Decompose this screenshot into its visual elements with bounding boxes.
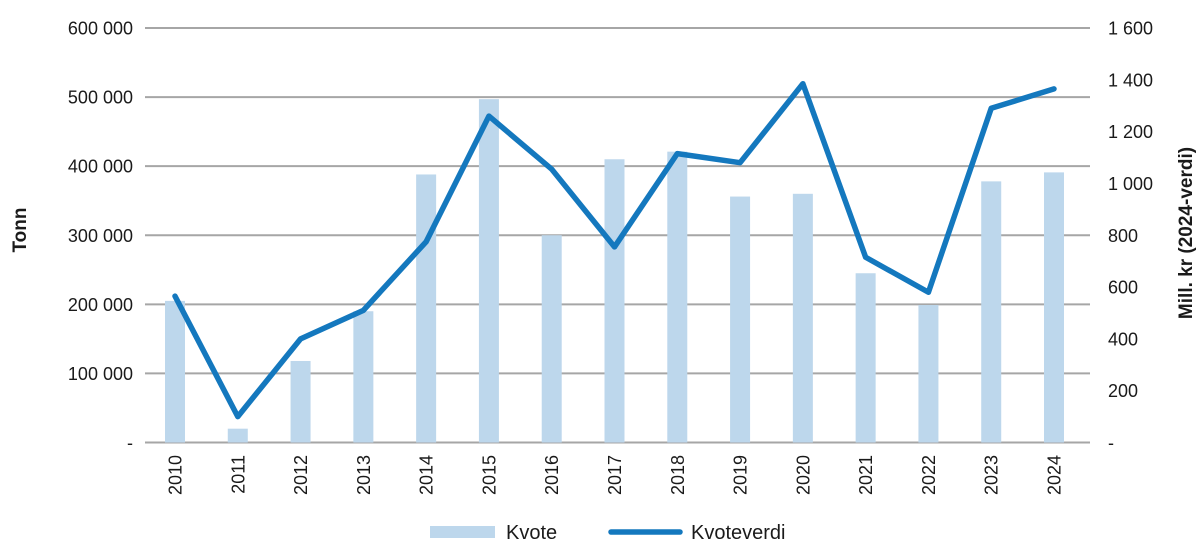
x-label-2011: 2011 [228,455,248,494]
bar-2013 [353,311,374,443]
kvote-bars [165,99,1064,443]
bar-2016 [541,235,562,443]
left-tick-label: 100 000 [68,364,133,384]
right-tick-label: 1 000 [1108,174,1153,194]
x-label-2014: 2014 [417,455,437,495]
right-tick-label: 1 200 [1108,122,1153,142]
x-label-2018: 2018 [668,455,688,495]
bar-2024 [1044,172,1064,443]
x-label-2012: 2012 [291,455,311,495]
bar-2010 [165,300,185,443]
kvoteverdi-polyline [172,80,1057,420]
bar-2023 [981,181,1002,443]
right-tick-label: 1 400 [1108,70,1153,90]
legend: Kvote Kvoteverdi [430,522,786,544]
left-tick-label: 300 000 [68,226,133,246]
x-label-2015: 2015 [479,455,499,495]
bar-2018 [667,151,688,443]
x-label-2020: 2020 [793,455,813,495]
x-label-2017: 2017 [605,455,625,495]
x-label-2024: 2024 [1045,455,1065,495]
bar-2020 [792,193,813,443]
right-tick-label: 200 [1108,381,1138,401]
right-tick-label: 400 [1108,329,1138,349]
bar-2014 [416,174,437,443]
x-label-2016: 2016 [542,455,562,495]
left-tick-label: 200 000 [68,295,133,315]
bar-2022 [918,305,939,443]
bar-2019 [730,196,751,443]
left-axis-title: Tonn [10,207,31,252]
right-tick-label: 1 600 [1108,19,1153,39]
x-label-2023: 2023 [982,455,1002,495]
bar-2011 [227,428,248,443]
x-label-2022: 2022 [919,455,939,495]
x-label-2021: 2021 [856,455,876,495]
left-tick-label: 400 000 [68,157,133,177]
left-tick-label: - [127,433,133,453]
right-tick-label: - [1108,433,1114,453]
bar-2021 [855,273,876,443]
x-label-2010: 2010 [166,455,186,495]
right-axis-title: Mill. kr (2024-verdi) [1176,147,1197,319]
left-tick-label: 500 000 [68,88,133,108]
kvote-legend-swatch [430,526,495,538]
bar-2015 [478,99,499,443]
x-label-2013: 2013 [354,455,374,495]
kvoteverdi-line [172,80,1057,420]
right-axis-tick-labels: 1 600 1 400 1 200 1 000 800 600 400 200 - [1108,19,1153,454]
x-label-2019: 2019 [731,455,751,495]
bar-2017 [604,159,625,443]
kvoteverdi-legend-label: Kvoteverdi [691,522,786,544]
x-axis-year-labels: 2010 2011 2012 2013 2014 2015 2016 2017 2018 2019… [166,455,1065,495]
left-axis-tick-labels: 600 000 500 000 400 000 300 000 200 000 100 0… [68,19,133,454]
bar-2012 [290,360,311,443]
kvote-legend-label: Kvote [506,522,557,544]
left-tick-label: 600 000 [68,19,133,39]
right-tick-label: 600 [1108,278,1138,298]
right-tick-label: 800 [1108,226,1138,246]
